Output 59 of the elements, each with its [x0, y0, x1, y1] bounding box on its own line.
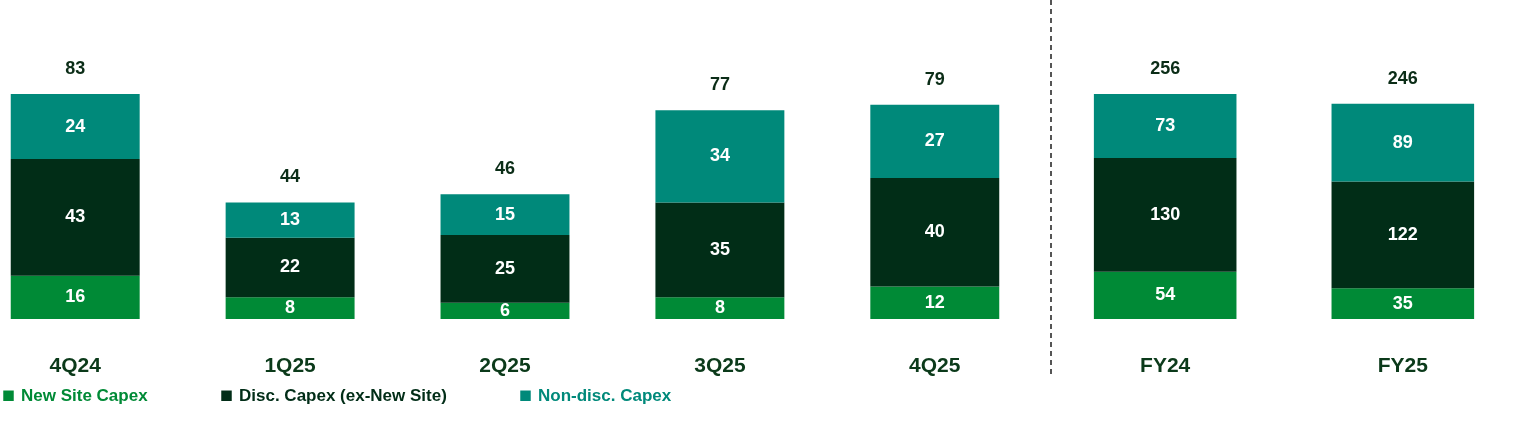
- bar: [655, 297, 785, 319]
- x-tick-label: 4Q24: [49, 352, 102, 376]
- bar: [10, 159, 140, 276]
- data-label: 54: [1155, 284, 1176, 305]
- total-label: 256: [1150, 58, 1181, 78]
- total-label: 79: [924, 68, 945, 89]
- x-tick-label: 1Q25: [264, 352, 317, 376]
- data-label: 73: [1155, 114, 1176, 135]
- total-label: 77: [709, 74, 730, 95]
- data-label: 35: [1392, 292, 1413, 313]
- data-label: 15: [494, 203, 516, 224]
- bar: [1331, 288, 1475, 319]
- bar: [1093, 157, 1237, 272]
- bar: [655, 110, 785, 203]
- bar: [1093, 94, 1237, 158]
- data-label: 8: [285, 297, 296, 318]
- bar: [225, 237, 355, 298]
- data-label: 13: [280, 209, 301, 230]
- data-label: 12: [924, 291, 945, 312]
- total-label: 246: [1387, 67, 1418, 88]
- total-label: 44: [280, 166, 301, 187]
- bar: [1093, 271, 1237, 319]
- data-label: 25: [494, 257, 516, 278]
- bar: [440, 234, 570, 303]
- bar: [440, 194, 570, 235]
- data-label: 130: [1150, 203, 1181, 224]
- x-tick-label: FY25: [1377, 352, 1429, 376]
- legend-label: Non-disc. Capex: [538, 385, 672, 405]
- bar: [870, 178, 1000, 287]
- data-label: 8: [714, 297, 725, 318]
- data-label: 34: [709, 145, 730, 166]
- bar: [870, 286, 1000, 319]
- data-label: 24: [65, 115, 86, 136]
- data-label: 40: [924, 221, 945, 242]
- legend-label: New Site Capex: [21, 385, 149, 405]
- bar: [10, 94, 140, 160]
- legend-label: Disc. Capex (ex-New Site): [239, 385, 447, 405]
- bar: [1331, 181, 1475, 289]
- data-label: 6: [499, 299, 511, 320]
- bar: [1331, 103, 1475, 182]
- bar: [225, 202, 355, 238]
- x-tick-label: 2Q25: [479, 352, 532, 376]
- bar: [10, 275, 140, 319]
- total-label: 83: [65, 58, 86, 78]
- total-label: 46: [494, 158, 516, 179]
- data-label: 43: [65, 206, 86, 227]
- data-label: 89: [1392, 131, 1413, 152]
- data-label: 22: [280, 256, 301, 277]
- bar: [870, 104, 1000, 179]
- data-label: 27: [924, 130, 945, 151]
- bar: [655, 202, 785, 298]
- data-label: 122: [1387, 223, 1418, 244]
- x-tick-label: 4Q25: [909, 352, 961, 376]
- x-tick-label: 3Q25: [694, 352, 746, 376]
- bar: [440, 302, 570, 319]
- x-tick-label: FY24: [1140, 352, 1191, 376]
- data-label: 35: [709, 238, 730, 259]
- bar: [225, 297, 355, 319]
- data-label: 16: [65, 286, 86, 307]
